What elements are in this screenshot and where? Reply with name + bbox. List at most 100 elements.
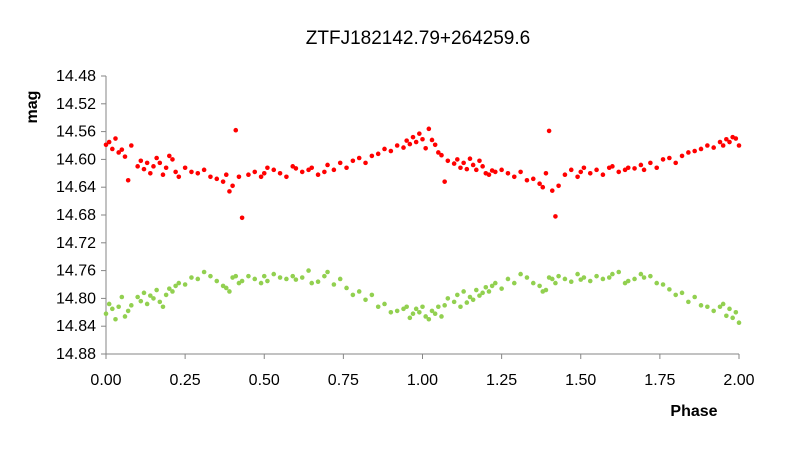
data-point [214,278,220,284]
data-point [553,214,558,219]
data-point [227,289,232,294]
data-point [277,171,283,176]
data-point [148,171,153,176]
data-point [616,269,622,275]
data-point [388,148,394,154]
data-point [113,136,118,141]
data-point [220,179,226,184]
data-point [511,174,517,180]
data-point [442,179,447,184]
y-tick-label: 14.68 [56,207,96,224]
data-point [201,167,207,173]
data-point [337,160,343,166]
data-point [299,169,305,175]
data-point [432,142,438,148]
data-point [271,167,277,173]
data-point [720,143,726,148]
data-point [711,145,716,150]
data-point [375,151,381,157]
data-point [394,308,400,314]
data-point [154,287,159,293]
data-point [239,278,245,284]
data-point [325,269,330,275]
data-point [236,174,242,180]
data-point [141,290,147,296]
x-tick-label: 1.50 [565,372,596,389]
data-point [568,279,574,285]
data-point [660,282,666,287]
data-point [170,289,175,294]
data-point [578,169,584,175]
data-point [401,145,406,150]
data-point [692,294,697,300]
data-point [553,280,558,286]
data-point [195,171,201,176]
data-point [413,306,419,312]
data-point [306,268,311,273]
data-point [119,294,125,300]
data-point [230,183,235,189]
x-tick-label: 1.25 [486,372,517,389]
data-point [154,155,159,161]
data-point [144,301,150,307]
data-point [470,297,476,303]
data-point [458,304,463,310]
data-point [138,158,144,164]
data-point [489,283,495,289]
data-point [265,165,270,171]
data-point [455,292,460,298]
data-point [163,292,169,298]
data-point [337,276,343,282]
data-point [562,172,568,177]
data-point [594,273,599,279]
data-point [530,176,536,182]
data-point [344,165,349,171]
data-point [530,280,536,286]
data-point [271,271,277,277]
data-point [600,276,606,282]
data-point [632,166,637,171]
data-point [641,275,647,280]
data-point [369,153,375,159]
data-point [182,282,188,287]
data-point [122,314,128,319]
data-point [322,169,327,175]
data-point [654,165,660,171]
y-tick-label: 14.52 [56,96,96,113]
data-point [439,152,444,158]
data-point [331,282,337,287]
data-point [246,273,251,279]
data-point [151,296,156,301]
data-point [505,276,511,282]
data-point [417,310,422,315]
data-point [546,128,552,134]
data-point [439,314,444,319]
data-point [129,303,134,308]
x-tick-label: 2.00 [723,372,754,389]
data-point [195,276,201,282]
data-point [524,177,530,183]
data-point [284,276,289,282]
data-point [464,300,470,305]
data-point [724,313,729,319]
data-point [135,294,140,300]
data-point [410,311,416,316]
data-point [404,138,409,143]
data-point [730,315,735,321]
data-point [417,131,422,136]
data-point [727,139,732,145]
data-point [363,297,368,303]
data-point [173,169,178,175]
x-axis-label: Phase [670,403,717,420]
data-point [106,301,112,307]
data-point [420,136,425,142]
data-point [492,169,498,175]
data-point [549,276,555,282]
data-point [214,176,220,182]
data-point [284,174,289,180]
data-point [486,289,492,294]
data-point [157,160,163,166]
data-point [581,165,587,171]
y-tick-label: 14.64 [56,179,96,196]
data-point [350,158,356,164]
